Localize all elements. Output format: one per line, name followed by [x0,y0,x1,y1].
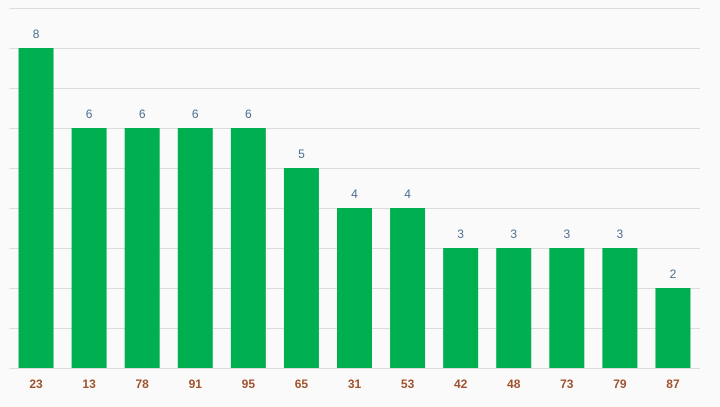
value-label: 3 [457,227,464,241]
bar [602,248,638,368]
bar [230,128,266,368]
x-tick-label: 91 [189,377,203,391]
value-label: 8 [33,27,40,41]
bar [283,168,319,368]
x-tick-label: 79 [613,377,627,391]
value-label: 6 [245,107,252,121]
bar [390,208,426,368]
bar [496,248,532,368]
x-tick-label: 73 [560,377,574,391]
x-tick-label: 65 [295,377,309,391]
x-tick-label: 23 [29,377,43,391]
bar [443,248,479,368]
value-label: 6 [192,107,199,121]
value-label: 3 [617,227,624,241]
value-label: 3 [563,227,570,241]
value-label: 3 [510,227,517,241]
x-tick-label: 13 [82,377,96,391]
x-tick-label: 78 [136,377,150,391]
value-label: 4 [351,187,358,201]
bar [18,48,54,368]
bar [124,128,160,368]
x-tick-label: 31 [348,377,362,391]
x-tick-label: 95 [242,377,256,391]
value-label: 6 [86,107,93,121]
bar [655,288,691,368]
x-tick-label: 53 [401,377,415,391]
value-label: 6 [139,107,146,121]
value-label: 2 [670,267,677,281]
bar [177,128,213,368]
value-label: 4 [404,187,411,201]
bar [549,248,585,368]
x-tick-label: 42 [454,377,468,391]
bar [337,208,372,368]
x-tick-label: 48 [507,377,521,391]
bar [71,128,107,368]
value-label: 5 [298,147,305,161]
x-tick-label: 87 [666,377,680,391]
